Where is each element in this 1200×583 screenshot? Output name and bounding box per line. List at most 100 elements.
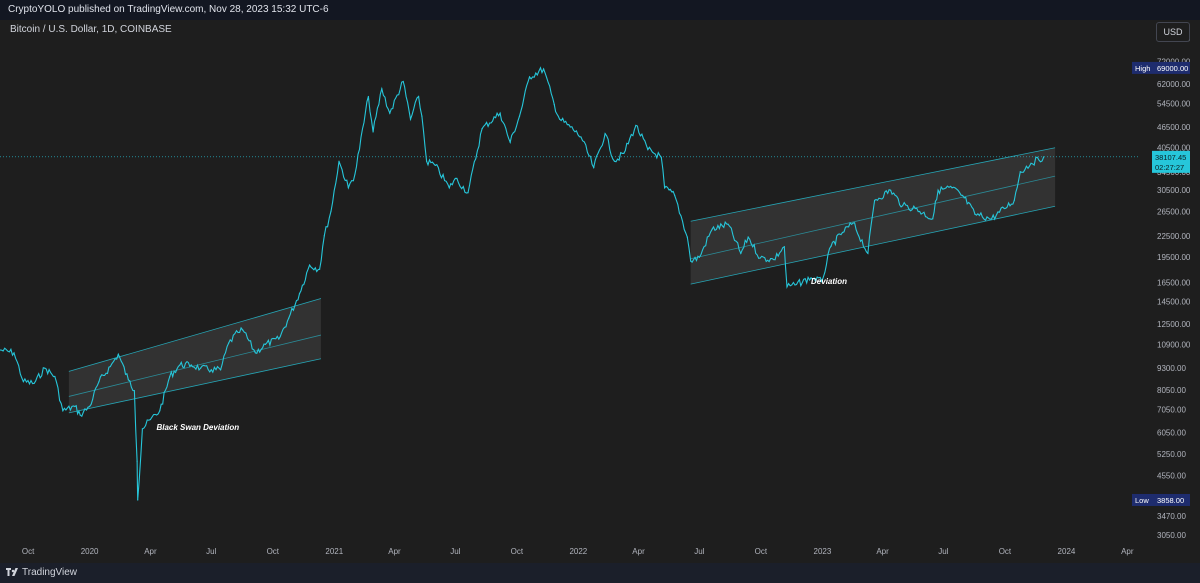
price-point: [1003, 207, 1005, 210]
price-point: [698, 256, 700, 258]
price-point: [559, 118, 561, 120]
x-tick-label: Jul: [938, 547, 948, 556]
price-point: [278, 338, 280, 340]
price-point: [13, 352, 15, 354]
y-tick-label: 30500.00: [1157, 186, 1191, 195]
y-tick-label: 10900.00: [1157, 340, 1191, 349]
price-point: [149, 418, 152, 421]
price-point: [580, 136, 582, 138]
price-point: [179, 364, 181, 366]
price-point: [0, 349, 1, 351]
price-point: [794, 284, 796, 286]
y-tick-label: 54500.00: [1157, 99, 1191, 108]
price-point: [264, 343, 267, 345]
price-point: [323, 235, 325, 237]
price-point: [569, 126, 571, 128]
price-point: [220, 369, 222, 371]
price-point: [810, 277, 812, 279]
x-tick-label: Apr: [388, 547, 401, 556]
channel-1-lower-line[interactable]: [68, 358, 322, 414]
price-point: [242, 329, 244, 331]
annotation-layer: Black Swan Deviation Deviation: [156, 277, 847, 432]
current-price-value: 38107.45: [1155, 153, 1186, 162]
price-point: [381, 88, 383, 90]
x-tick-label: 2020: [81, 547, 99, 556]
high-badge: High 69000.00: [1132, 61, 1190, 74]
price-point: [499, 112, 501, 114]
channel-1-mid-line[interactable]: [68, 334, 322, 397]
price-point: [593, 166, 595, 169]
x-tick-label: Oct: [267, 547, 280, 556]
price-point: [974, 213, 976, 215]
price-point: [448, 187, 450, 189]
price-point: [747, 236, 749, 238]
price-point: [288, 317, 290, 319]
low-badge-value: 3858.00: [1157, 496, 1184, 505]
currency-button[interactable]: USD: [1156, 22, 1190, 42]
price-point: [98, 381, 100, 383]
price-point: [932, 218, 934, 220]
price-point: [664, 187, 666, 189]
price-point: [727, 223, 729, 225]
price-point: [542, 68, 545, 70]
price-point: [210, 369, 212, 371]
x-tick-label: Apr: [632, 547, 645, 556]
price-point: [159, 410, 161, 412]
price-point: [830, 245, 832, 247]
y-tick-label: 6050.00: [1157, 429, 1186, 438]
price-point: [237, 331, 239, 334]
price-point: [417, 95, 420, 98]
price-point: [136, 460, 138, 462]
price-point: [354, 173, 356, 175]
y-tick-label: 19500.00: [1157, 253, 1191, 262]
price-point: [914, 207, 916, 210]
x-tick-label: Jul: [450, 547, 460, 556]
price-series-line[interactable]: [0, 66, 1045, 501]
low-badge: Low 3858.00: [1132, 493, 1190, 506]
price-point: [772, 258, 775, 261]
annotation-label: Black Swan Deviation: [156, 423, 239, 432]
price-point: [674, 194, 676, 196]
price-point: [686, 236, 688, 238]
price-point: [873, 199, 876, 201]
price-point: [117, 353, 119, 355]
price-point: [951, 187, 953, 189]
price-point: [338, 160, 340, 162]
channel-1-upper-line[interactable]: [68, 298, 322, 372]
y-tick-label: 8050.00: [1157, 386, 1186, 395]
x-tick-label: Apr: [144, 547, 157, 556]
y-tick-label: 26500.00: [1157, 207, 1191, 216]
price-point: [421, 115, 423, 117]
price-point: [902, 205, 904, 207]
price-axis: 84000.0072000.0062000.0054500.0046500.00…: [1157, 34, 1191, 540]
price-point: [79, 414, 81, 416]
price-point: [604, 133, 606, 135]
price-point: [367, 95, 370, 98]
price-point: [821, 280, 823, 282]
price-point: [228, 342, 230, 344]
price-point: [33, 382, 35, 385]
y-tick-label: 46500.00: [1157, 123, 1191, 132]
price-point: [890, 189, 892, 191]
chart-area[interactable]: [0, 20, 1200, 563]
series-layer: [0, 66, 1140, 501]
annotation-label: Deviation: [811, 277, 847, 286]
y-tick-label: 7050.00: [1157, 406, 1186, 415]
price-point: [169, 375, 171, 378]
x-tick-label: 2023: [814, 547, 832, 556]
price-point: [389, 112, 391, 114]
price-point: [740, 252, 742, 255]
y-tick-label: 22500.00: [1157, 232, 1191, 241]
price-point: [127, 379, 129, 381]
channel-2-upper-line[interactable]: [690, 147, 1056, 222]
price-point: [841, 231, 844, 234]
x-tick-label: Oct: [755, 547, 768, 556]
price-point: [867, 252, 869, 255]
y-tick-label: 40500.00: [1157, 144, 1191, 153]
price-point: [298, 292, 301, 295]
price-point: [434, 164, 436, 166]
low-badge-label: Low: [1135, 496, 1149, 505]
price-point: [133, 390, 135, 392]
